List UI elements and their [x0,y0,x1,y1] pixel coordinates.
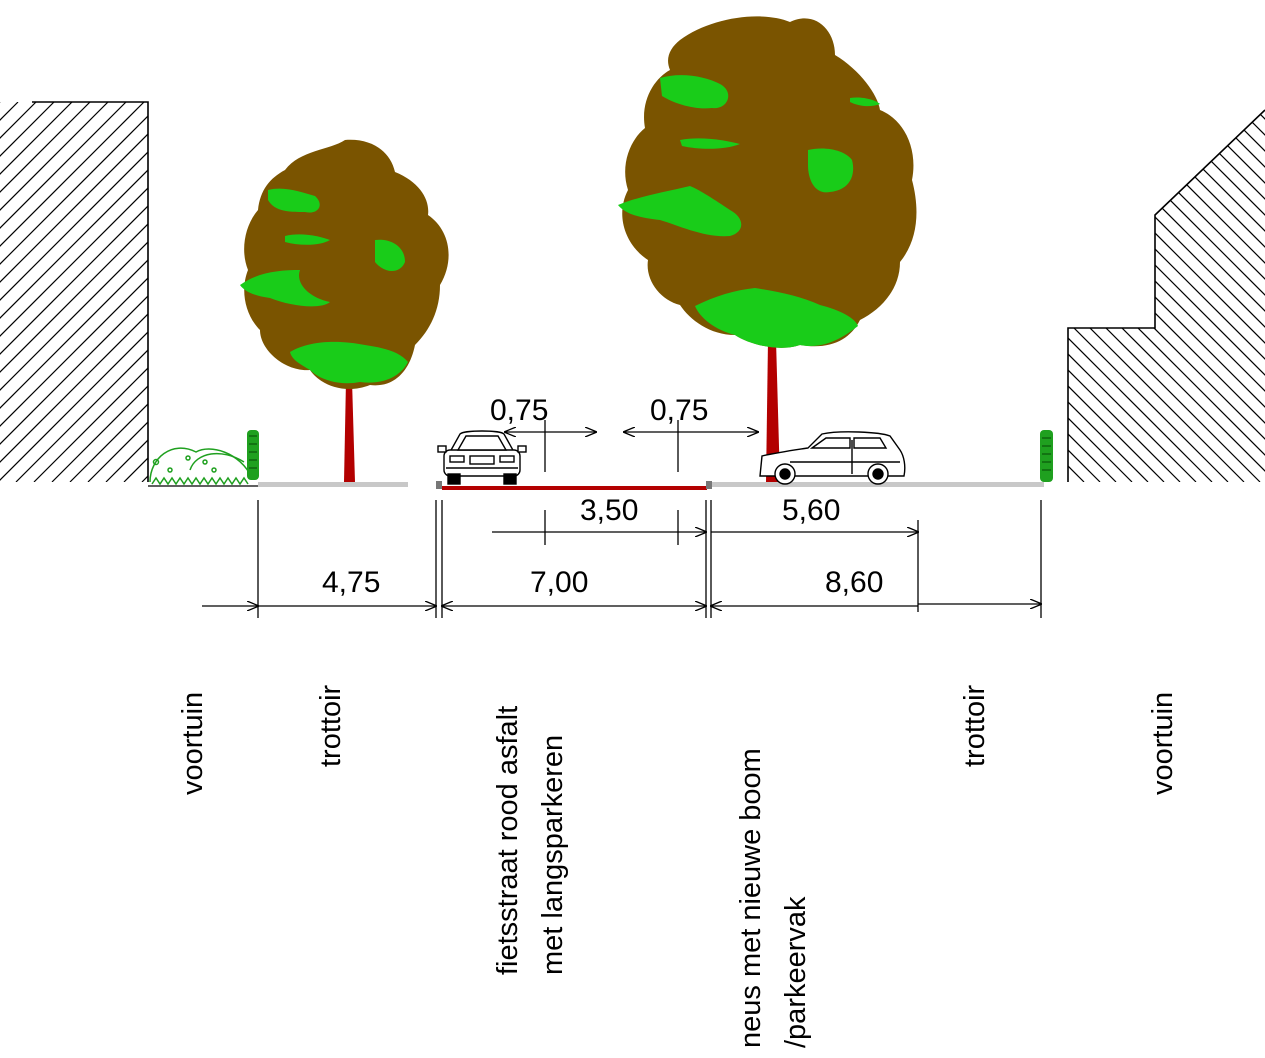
hatch-line [0,102,127,229]
hatch-line [1068,110,1133,482]
hatch-line [1191,110,1265,482]
hatch-line [1095,110,1265,482]
hatch-line [1068,110,1181,482]
hatch-line [1068,110,1197,482]
hatch-line [0,102,145,247]
shrub-icon [149,447,253,486]
hatch-line [0,295,148,445]
zone-label-sidewalk-left: trottoir [315,684,347,767]
hatch-line [1068,110,1265,482]
bike-street-surface [442,486,707,490]
zone-label-parking-nose: neus met nieuwe boom /parkeervak [735,740,812,1048]
car-front-view-icon [437,430,527,485]
hatch-line [1127,110,1265,482]
left-building-wall [0,101,149,482]
hatch-line [1143,110,1265,482]
hatch-line [0,205,148,355]
hatch-line [1068,110,1265,482]
hedge-icon [247,430,259,480]
left-tree [240,139,449,482]
dimension-lines [202,432,1041,606]
tree-trunk [766,340,780,482]
hedge-icon [1040,430,1053,482]
hatch-line [0,187,148,337]
tree-foliage [618,75,880,348]
dimension-street: 7,00 [530,566,588,599]
dimension-sidewalk-left: 4,75 [322,566,380,599]
curb-right [706,481,712,489]
hatch-line [0,102,37,139]
zone-label-bike-street: fietsstraat rood asfalt met langsparkere… [492,698,569,975]
hatch-line [51,385,148,482]
curb-left [436,481,442,489]
hatch-line [1068,110,1165,482]
dimension-parking-width: 5,60 [782,494,840,527]
hatch-line [15,349,148,482]
dimension-lane-width: 3,50 [580,494,638,527]
zone-label-front-garden-right: voortuin [1147,692,1179,795]
hatch-line [69,403,148,482]
zone-label-sidewalk-right: trottoir [959,684,991,767]
zone-label-front-garden-left: voortuin [177,692,209,795]
hatch-line [0,259,148,409]
hatch-line [0,133,148,283]
hatch-line [0,241,148,391]
hatch-line [1068,110,1245,482]
hatch-line [0,102,109,211]
hatch-line [0,102,91,193]
sidewalk-left-surface [258,482,408,487]
right-tree [618,16,917,482]
hatch-line [1068,110,1229,482]
hatch-line [1068,110,1265,482]
hatch-line [1175,110,1265,482]
hatch-line [0,169,148,319]
dimension-extension-lines [257,420,1042,618]
hatch-line [1223,110,1265,482]
hatch-line [1068,110,1149,482]
hatch-line [1068,110,1261,482]
hatch-line [0,151,148,301]
hatch-line [1068,110,1265,482]
car-side-view-icon [759,431,906,485]
ground-surfaces [148,481,1044,490]
dimension-offset-left: 0,75 [490,394,548,427]
hatch-line [33,367,148,482]
hatch-line [1068,110,1265,482]
dimension-sidewalk-right: 8,60 [825,566,883,599]
hatch-line [1068,110,1213,482]
hatch-line [0,223,148,373]
hatch-line [0,331,148,481]
hatch-line [1159,110,1265,482]
hatch-line [0,115,148,265]
hatch-line [0,277,148,427]
tree-trunk [344,380,355,482]
tree-foliage [240,188,408,384]
dimension-offset-right: 0,75 [650,394,708,427]
hatch-line [0,102,73,175]
hatch-line [0,313,148,463]
